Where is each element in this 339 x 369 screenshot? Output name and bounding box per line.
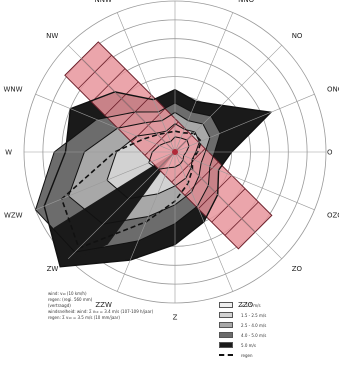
note-line4: windsnelheid: wind: Σ v₁₀ = 3.4 m/s (107… — [48, 309, 154, 314]
legend-item-6: regen — [219, 350, 334, 360]
note-line2: regen: (regi. 560 mm) — [48, 297, 93, 302]
direction-label-OZO: OZO — [327, 212, 339, 220]
spoke-NO — [174, 44, 283, 153]
direction-label-NO: NO — [292, 32, 303, 40]
speed-notes: windsnelheid: wind: Σ v₁₀ = 3.4 m/s (107… — [48, 309, 153, 321]
legend-item-2: 1.5 - 2.5 m/s — [219, 310, 334, 320]
legend-item-1: < 1.5 m/s — [219, 300, 334, 310]
legend-swatch-4 — [219, 332, 233, 338]
direction-label-NNW: NNW — [94, 0, 111, 4]
direction-label-ZZO: ZZO — [238, 301, 254, 309]
spoke-ZW — [67, 151, 176, 260]
direction-label-ZO: ZO — [292, 265, 303, 273]
direction-label-NW: NW — [46, 32, 58, 40]
spoke-ZO — [174, 151, 283, 260]
direction-label-O: O — [327, 149, 333, 157]
direction-label-WNW: WNW — [4, 85, 23, 93]
legend: < 1.5 m/s 1.5 - 2.5 m/s 2.5 - 4.0 m/s 4.… — [219, 300, 334, 360]
legend-swatch-1 — [219, 302, 233, 308]
note-line3: (vertraagd) — [48, 303, 71, 308]
wind-notes: wind: v₁₀ (10 km/h) regen: (regi. 560 mm… — [48, 291, 92, 309]
spoke-ONO — [174, 93, 315, 153]
note-line5: regen: Σ v₁₀ = 3.5 m/s (10 mm/jaar) — [48, 315, 120, 320]
legend-swatch-2 — [219, 312, 233, 318]
legend-label-5: 5.0 m/s — [241, 342, 256, 348]
direction-label-NNO: NNO — [238, 0, 254, 4]
spoke-WZW — [35, 151, 176, 211]
spoke-NNO — [174, 12, 234, 153]
direction-label-WZW: WZW — [4, 212, 23, 220]
spoke-ZZO — [174, 151, 234, 292]
chart-spokes — [24, 1, 326, 303]
legend-label-2: 1.5 - 2.5 m/s — [241, 312, 267, 318]
legend-label-4: 4.0 - 5.0 m/s — [241, 332, 267, 338]
legend-item-5: 5.0 m/s — [219, 340, 334, 350]
direction-label-ZW: ZW — [47, 265, 59, 273]
legend-label-1: < 1.5 m/s — [241, 302, 261, 308]
direction-label-W: W — [5, 149, 12, 157]
legend-swatch-3 — [219, 322, 233, 328]
spoke-NW — [67, 44, 176, 153]
legend-item-3: 2.5 - 4.0 m/s — [219, 320, 334, 330]
spoke-ZZW — [116, 151, 176, 292]
legend-item-4: 4.0 - 5.0 m/s — [219, 330, 334, 340]
legend-swatch-5 — [219, 342, 233, 348]
legend-dash — [219, 354, 233, 356]
spoke-NNW — [116, 12, 176, 153]
direction-label-ZZW: ZZW — [95, 301, 112, 309]
spoke-OZO — [174, 151, 315, 211]
legend-label-6: regen — [241, 352, 253, 358]
sector-zw-dark — [53, 152, 175, 265]
direction-label-Z: Z — [173, 314, 178, 322]
legend-label-3: 2.5 - 4.0 m/s — [241, 322, 267, 328]
note-line1: wind: v₁₀ (10 km/h) — [48, 291, 87, 296]
direction-label-ONO: ONO — [327, 85, 339, 93]
direction-labels: NNNONOONOOOZOZOZZOZZZWZWWZWWWNWNWNNW — [4, 0, 339, 322]
spoke-WNW — [35, 93, 176, 153]
center-dot — [172, 149, 178, 155]
